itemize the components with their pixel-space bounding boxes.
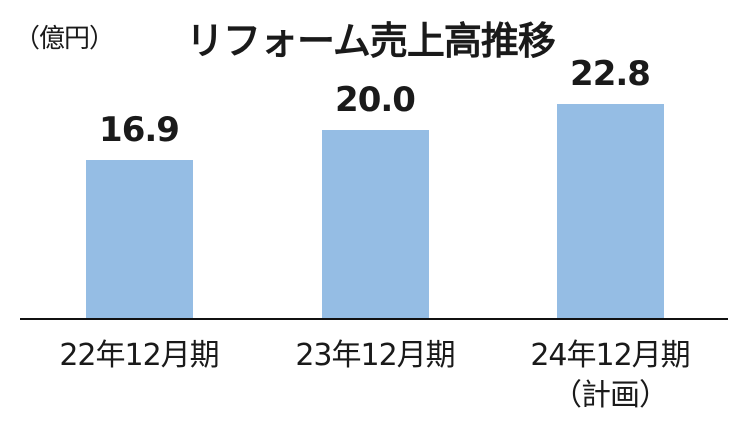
- category-label-line: （計画）: [552, 378, 669, 413]
- category-label-line: 23年12月期: [295, 338, 455, 373]
- category-label-line: 22年12月期: [59, 338, 219, 373]
- x-axis-line: [20, 318, 728, 320]
- unit-label: （億円）: [14, 24, 115, 54]
- category-label: 23年12月期: [255, 336, 495, 376]
- bar: [557, 104, 664, 319]
- value-label: 20.0: [335, 80, 416, 120]
- chart-title: リフォーム売上高推移: [186, 19, 556, 63]
- bar: [86, 160, 193, 319]
- bar: [322, 130, 429, 319]
- value-label: 16.9: [99, 110, 180, 150]
- value-label: 22.8: [570, 54, 651, 94]
- category-label-line: 24年12月期: [530, 338, 690, 373]
- category-label: 22年12月期: [19, 336, 259, 376]
- category-label: 24年12月期 （計画）: [490, 336, 730, 416]
